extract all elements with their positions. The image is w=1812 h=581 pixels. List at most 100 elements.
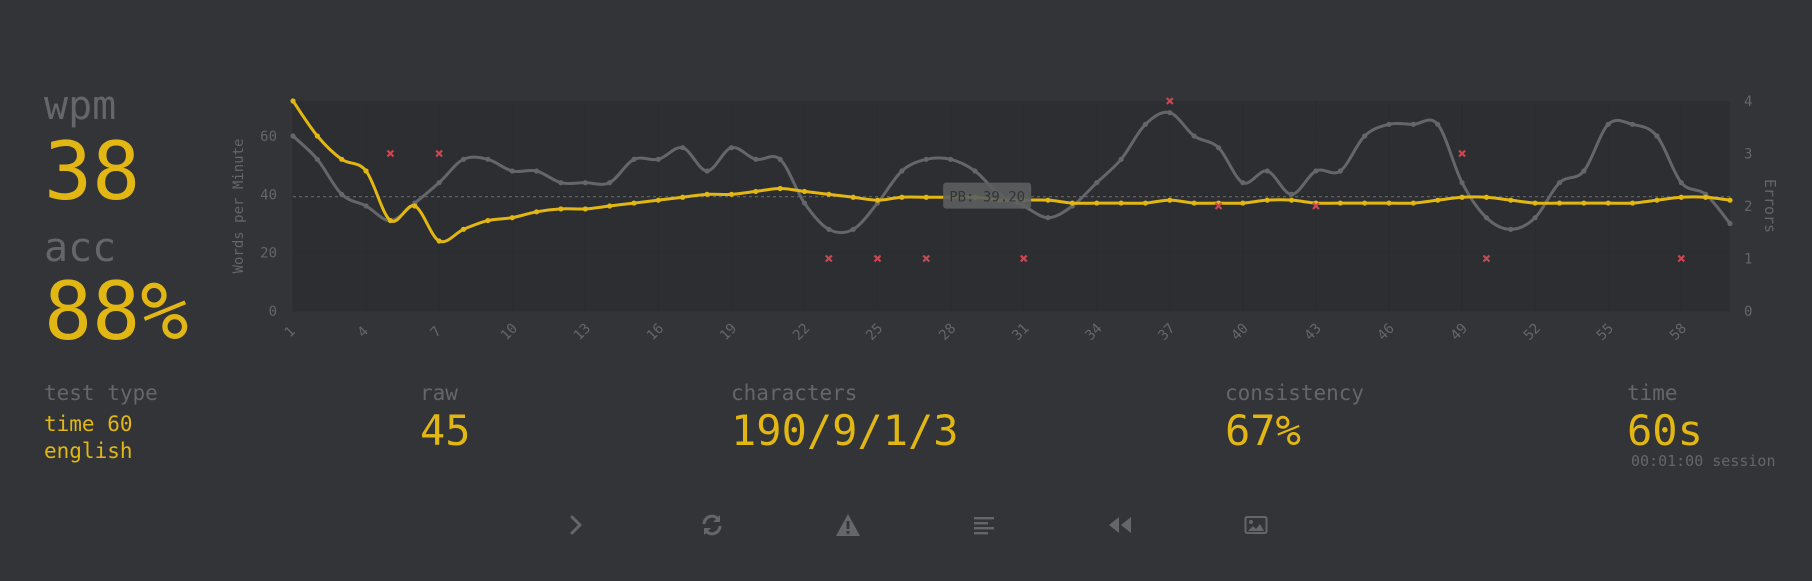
raw-point — [290, 133, 296, 139]
wpm-point — [387, 217, 394, 224]
raw-point — [436, 180, 442, 186]
raw-point — [485, 156, 491, 162]
wpm-point — [1045, 197, 1051, 203]
wpm-point — [1703, 194, 1709, 200]
chevron-right-icon — [570, 515, 582, 535]
words-history-button[interactable] — [964, 508, 1004, 542]
raw-point — [1605, 121, 1611, 127]
error-marker-stroke — [1482, 254, 1491, 263]
raw-point — [899, 168, 905, 174]
raw-point — [1288, 191, 1295, 197]
wpm-point — [558, 206, 564, 212]
raw-value: 45 — [420, 406, 471, 455]
x-tick-label: 16 — [644, 321, 667, 344]
raw-point — [680, 145, 686, 151]
raw-point — [1094, 180, 1100, 186]
backward-icon — [1109, 517, 1131, 533]
accuracy-label: acc — [44, 225, 117, 271]
raw-point — [339, 191, 345, 197]
personal-best-box — [943, 182, 1032, 209]
raw-point — [1215, 145, 1222, 151]
raw-point — [1386, 121, 1392, 127]
x-tick-label: 55 — [1594, 321, 1617, 344]
wpm-point — [1483, 194, 1490, 200]
error-marker — [1019, 254, 1028, 263]
next-test-button[interactable] — [556, 508, 596, 542]
test-type-label: test type — [44, 381, 158, 405]
report-button[interactable] — [828, 508, 868, 542]
align-left-icon — [974, 517, 994, 535]
x-tick-label: 49 — [1448, 321, 1471, 344]
wpm-point — [1727, 197, 1733, 203]
sync-icon — [702, 514, 722, 536]
raw-point — [1654, 133, 1660, 139]
raw-point — [948, 156, 954, 162]
raw-point — [582, 180, 588, 186]
wpm-point — [1191, 200, 1197, 206]
error-marker-stroke — [1458, 149, 1466, 158]
x-tick-label: 34 — [1082, 321, 1105, 344]
wpm-point — [899, 194, 905, 200]
x-tick-label: 28 — [936, 321, 959, 344]
error-marker-stroke — [873, 254, 882, 263]
raw-point — [1629, 121, 1636, 127]
wpm-value: 38 — [44, 125, 141, 218]
x-tick-label: 13 — [571, 321, 594, 344]
wpm-point — [1678, 194, 1684, 200]
y-axis-label: Words per Minute — [231, 139, 247, 274]
y2-axis-label: Errors — [1761, 179, 1779, 233]
error-marker — [1166, 97, 1174, 105]
wpm-point — [655, 197, 661, 203]
raw-point — [1240, 180, 1246, 186]
error-marker-stroke — [1019, 254, 1028, 263]
raw-point — [1313, 168, 1319, 174]
y2-tick-label: 4 — [1744, 94, 1752, 110]
x-tick-label: 22 — [790, 321, 813, 344]
wpm-point — [1069, 200, 1075, 206]
wpm-point — [1435, 197, 1441, 203]
time-value: 60s — [1627, 406, 1703, 455]
wpm-point — [1654, 197, 1660, 203]
warning-icon — [836, 514, 860, 536]
wpm-point — [412, 203, 418, 209]
error-marker-stroke — [1166, 97, 1174, 105]
raw-point — [631, 156, 637, 162]
error-marker-stroke — [922, 254, 931, 263]
wpm-point — [728, 191, 735, 197]
personal-best-text: PB: 39.20 — [949, 190, 1025, 206]
wpm-point — [1362, 200, 1368, 206]
error-marker — [435, 149, 443, 158]
wpm-point — [314, 133, 320, 139]
wpm-point — [1094, 200, 1100, 206]
characters-value: 190/9/1/3 — [731, 406, 959, 455]
restart-test-button[interactable] — [692, 508, 732, 542]
personal-best-annotation: PB: 39.20 — [943, 182, 1032, 209]
x-axis-ticks: 1 4 7 10 13 16 19 22 25 28 31 34 37 40 43 46 49 52 55 58 — [282, 321, 1691, 344]
wpm-point — [460, 226, 467, 232]
wpm-point — [436, 238, 442, 244]
x-tick-label: 25 — [863, 321, 886, 344]
raw-point — [558, 180, 564, 186]
session-time: 00:01:00 session — [1631, 452, 1776, 470]
raw-point — [509, 168, 515, 174]
wpm-point — [1264, 197, 1270, 203]
wpm-point — [1629, 200, 1636, 206]
replay-button[interactable] — [1100, 508, 1140, 542]
x-tick-label: 7 — [428, 324, 445, 341]
wpm-point — [1581, 200, 1587, 206]
raw-point — [1264, 168, 1270, 174]
wpm-point — [1605, 200, 1611, 206]
wpm-point — [704, 191, 710, 197]
raw-point — [460, 156, 467, 162]
error-marker-stroke — [825, 254, 833, 263]
test-type-language: english — [44, 439, 133, 463]
wpm-point — [339, 156, 345, 162]
wpm-point — [874, 197, 881, 203]
raw-point — [1410, 121, 1416, 127]
raw-point — [1581, 168, 1587, 174]
save-screenshot-button[interactable] — [1236, 508, 1276, 542]
raw-point — [801, 200, 808, 206]
wpm-point — [826, 191, 832, 197]
x-tick-label: 31 — [1009, 321, 1032, 344]
